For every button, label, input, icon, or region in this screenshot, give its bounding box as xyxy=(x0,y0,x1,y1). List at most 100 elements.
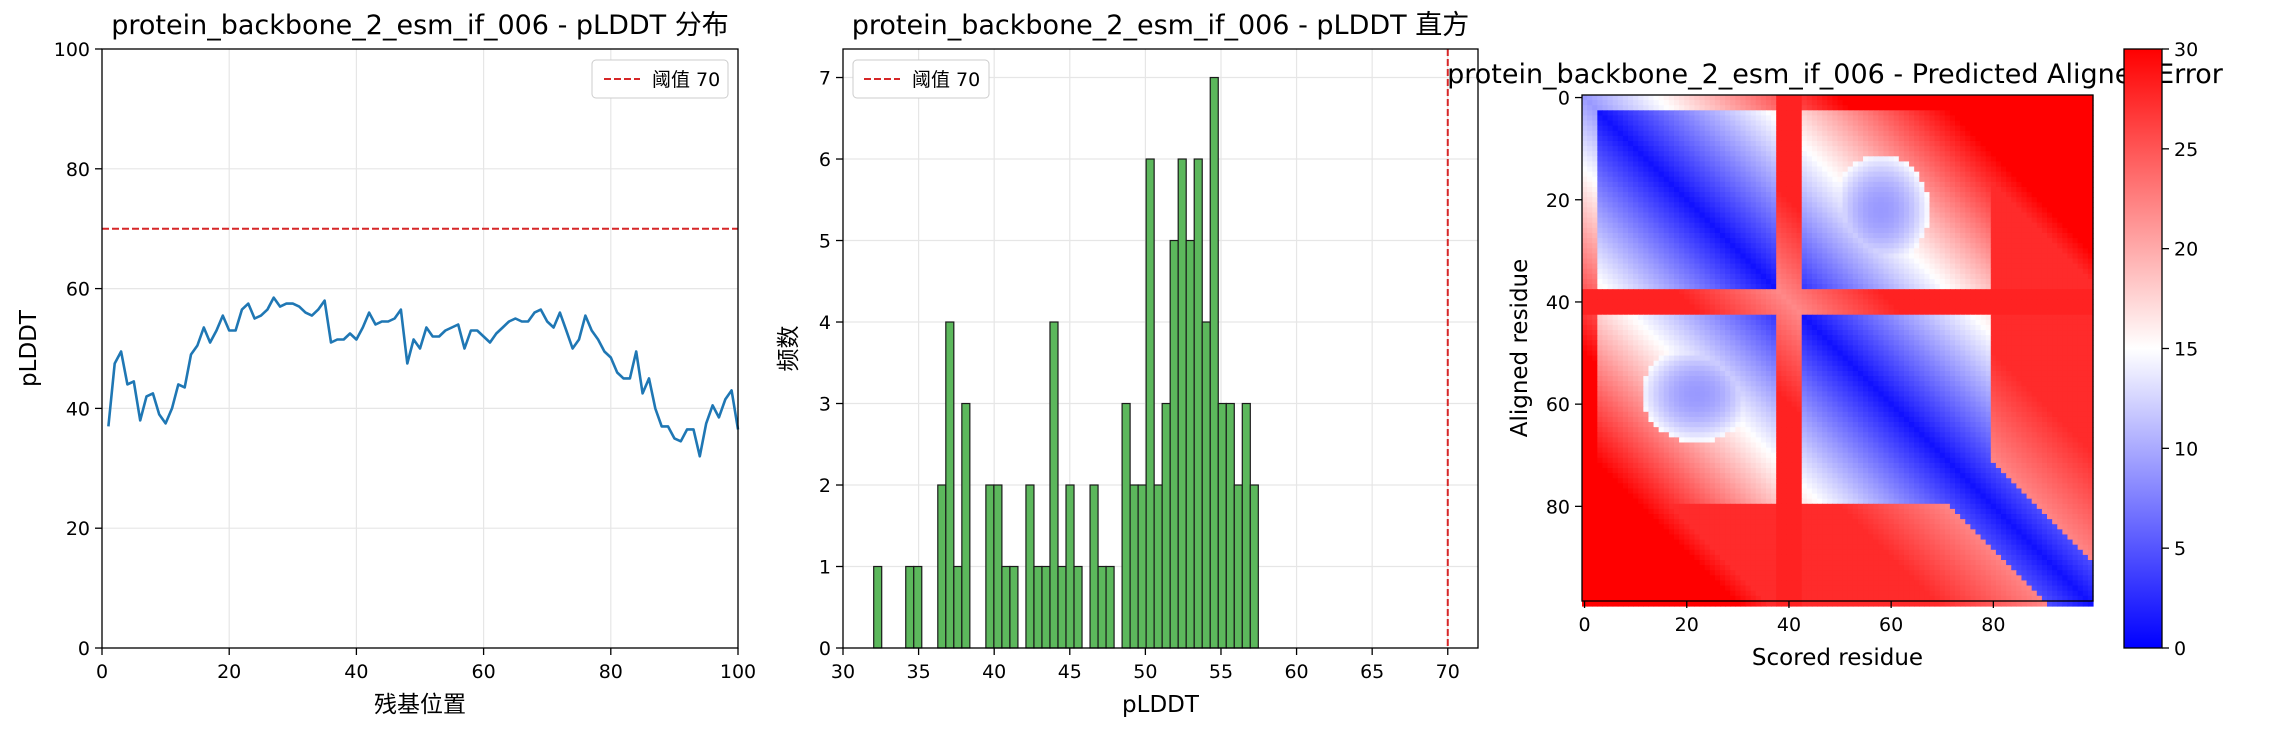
heatmap-cell xyxy=(1684,197,1690,203)
heatmap-cell xyxy=(1944,135,1951,142)
heatmap-cell xyxy=(1868,289,1874,295)
heatmap-cell xyxy=(2052,135,2058,142)
heatmap-cell xyxy=(1888,181,1895,188)
heatmap-cell xyxy=(1811,284,1818,290)
heatmap-cell xyxy=(1627,238,1634,244)
heatmap-cell xyxy=(2087,120,2094,127)
heatmap-cell xyxy=(1781,135,1787,142)
heatmap-cell xyxy=(1668,202,1675,209)
heatmap-cell xyxy=(1801,135,1808,142)
heatmap-cell xyxy=(1898,151,1905,157)
heatmap-cell xyxy=(1949,227,1956,234)
heatmap-cell xyxy=(1888,100,1895,106)
heatmap-cell xyxy=(1725,268,1731,275)
heatmap-cell xyxy=(1883,268,1890,275)
heatmap-cell xyxy=(2021,273,2028,280)
heatmap-cell xyxy=(1607,192,1614,198)
heatmap-cell xyxy=(2047,294,2053,300)
heatmap-cell xyxy=(2021,115,2028,122)
heatmap-cell xyxy=(1653,212,1660,219)
heatmap-cell xyxy=(1919,186,1925,193)
heatmap-cell xyxy=(1658,115,1665,122)
heatmap-cell xyxy=(1679,330,1685,336)
heatmap-cell xyxy=(1622,284,1629,290)
heatmap-cell xyxy=(1903,304,1910,311)
heatmap-cell xyxy=(2052,212,2058,219)
heatmap-cell xyxy=(2006,202,2012,209)
heatmap-cell xyxy=(1852,100,1859,106)
heatmap-cell xyxy=(2011,130,2017,137)
heatmap-cell xyxy=(1857,100,1864,106)
heatmap-cell xyxy=(1612,217,1619,224)
heatmap-cell xyxy=(1791,125,1798,132)
heatmap-cell xyxy=(2082,258,2089,265)
heatmap-cell xyxy=(1842,248,1849,255)
heatmap-cell xyxy=(1689,161,1696,168)
heatmap-cell xyxy=(1684,186,1690,193)
heatmap-cell xyxy=(2077,130,2084,137)
heatmap-cell xyxy=(2062,258,2069,265)
heatmap-cell xyxy=(1633,222,1639,229)
heatmap-cell xyxy=(1776,314,1782,321)
heatmap-cell xyxy=(1668,324,1675,331)
heatmap-cell xyxy=(1822,268,1828,275)
heatmap-cell xyxy=(1714,289,1721,295)
heatmap-cell xyxy=(2031,304,2038,311)
heatmap-cell xyxy=(1939,115,1946,122)
heatmap-cell xyxy=(1668,335,1675,341)
heatmap-cell xyxy=(1633,289,1639,295)
heatmap-cell xyxy=(1745,299,1752,306)
heatmap-cell xyxy=(2082,115,2089,122)
heatmap-cell xyxy=(2077,120,2084,127)
heatmap-cell xyxy=(1633,161,1639,168)
heatmap-cell xyxy=(1750,146,1757,152)
heatmap-cell xyxy=(1949,115,1956,122)
heatmap-cell xyxy=(2041,146,2048,152)
heatmap-cell xyxy=(2052,294,2058,300)
heatmap-cell xyxy=(2031,309,2038,316)
heatmap-cell xyxy=(1587,253,1593,260)
heatmap-cell xyxy=(2057,125,2063,132)
heatmap-cell xyxy=(2016,314,2023,321)
heatmap-cell xyxy=(1750,222,1757,229)
heatmap-cell xyxy=(1806,335,1813,341)
heatmap-cell xyxy=(1796,181,1803,188)
heatmap-cell xyxy=(1755,115,1762,122)
heatmap-cell xyxy=(1786,217,1793,224)
heatmap-cell xyxy=(1955,227,1961,234)
heatmap-cell xyxy=(2011,268,2017,275)
heatmap-cell xyxy=(1934,273,1941,280)
heatmap-cell xyxy=(1597,227,1604,234)
heatmap-cell xyxy=(1607,309,1614,316)
heatmap-cell xyxy=(1893,273,1900,280)
heatmap-cell xyxy=(1735,125,1742,132)
heatmap-cell xyxy=(1643,335,1650,341)
heatmap-cell xyxy=(2052,181,2058,188)
heatmap-cell xyxy=(1914,217,1920,224)
heatmap-cell xyxy=(1934,100,1941,106)
heatmap-cell xyxy=(1924,268,1931,275)
heatmap-cell xyxy=(1679,340,1685,346)
heatmap-cell xyxy=(1781,176,1787,183)
heatmap-cell xyxy=(1852,299,1859,306)
heatmap-cell xyxy=(1648,212,1655,219)
heatmap-cell xyxy=(1684,171,1690,178)
heatmap-cell xyxy=(1980,140,1987,147)
heatmap-cell xyxy=(1914,309,1920,316)
heatmap-cell xyxy=(1673,202,1680,209)
heatmap-cell xyxy=(1939,314,1946,321)
heatmap-cell xyxy=(1673,278,1680,285)
heatmap-cell xyxy=(2001,171,2007,178)
heatmap-cell xyxy=(1909,324,1915,331)
heatmap-cell xyxy=(1684,273,1690,280)
heatmap-cell xyxy=(1929,95,1936,101)
heatmap-cell xyxy=(2077,273,2084,280)
heatmap-cell xyxy=(1939,324,1946,331)
heatmap-cell xyxy=(1709,248,1716,255)
heatmap-cell xyxy=(1919,110,1925,117)
heatmap-cell xyxy=(2001,140,2007,147)
heatmap-cell xyxy=(1893,263,1900,270)
heatmap-cell xyxy=(1852,186,1859,193)
heatmap-cell xyxy=(1857,115,1864,122)
heatmap-cell xyxy=(1817,100,1823,106)
